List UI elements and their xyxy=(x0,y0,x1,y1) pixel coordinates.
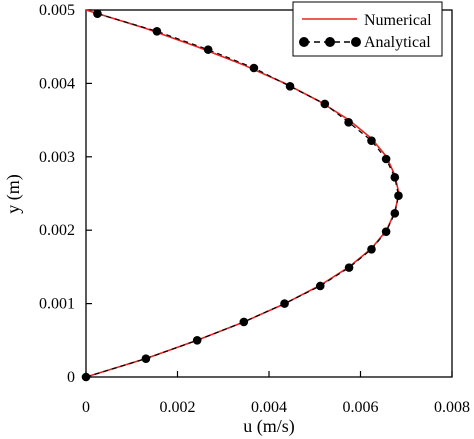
x-tick-label: 0.002 xyxy=(160,399,196,416)
y-axis-ticks xyxy=(86,9,92,378)
y-tick-label: 0.002 xyxy=(39,222,75,239)
analytical-data-point xyxy=(344,263,354,272)
legend-analytical-marker xyxy=(351,37,361,47)
analytical-data-point xyxy=(239,317,249,327)
x-axis-ticks xyxy=(85,371,453,377)
analytical-data-point xyxy=(203,45,213,54)
legend-box xyxy=(292,1,443,57)
y-tick-label: 0.004 xyxy=(39,75,75,92)
x-tick-label: 0.008 xyxy=(434,399,470,416)
x-axis-title: u (m/s) xyxy=(243,416,295,437)
analytical-data-point xyxy=(390,209,400,218)
y-tick-label: 0 xyxy=(67,369,75,386)
x-tick-label: 0.006 xyxy=(343,399,379,416)
x-axis-tick-labels: 0 0.002 0.004 0.006 0.008 xyxy=(82,399,470,416)
y-axis-tick-labels: 0 0.001 0.002 0.003 0.004 0.005 xyxy=(39,2,75,386)
analytical-data-point xyxy=(249,63,259,73)
analytical-data-point xyxy=(93,9,102,18)
y-axis-title: y (m) xyxy=(3,174,24,214)
series-line-analytical xyxy=(85,13,400,378)
x-tick-label: 0.004 xyxy=(251,399,287,416)
x-tick-label: 0 xyxy=(82,399,90,416)
legend-numerical-label: Numerical xyxy=(364,12,432,29)
analytical-data-point xyxy=(381,227,391,236)
analytical-data-point xyxy=(320,99,330,109)
series-layer xyxy=(81,9,403,382)
legend-analytical-marker xyxy=(325,37,335,47)
analytical-data-point xyxy=(315,281,325,291)
legend-analytical-label: Analytical xyxy=(364,34,431,51)
analytical-data-point xyxy=(81,372,91,382)
analytical-data-point xyxy=(390,173,400,182)
y-tick-label: 0.001 xyxy=(39,296,75,313)
analytical-data-point xyxy=(152,26,162,36)
analytical-data-point xyxy=(280,299,289,308)
y-tick-label: 0.003 xyxy=(39,149,75,166)
analytical-data-point xyxy=(367,136,376,145)
analytical-data-point xyxy=(394,191,403,200)
legend: Numerical Analytical xyxy=(292,1,443,57)
analytical-data-point xyxy=(141,354,151,363)
analytical-data-point xyxy=(367,244,376,254)
y-tick-label: 0.005 xyxy=(39,2,75,19)
legend-analytical-marker xyxy=(299,37,309,47)
analytical-data-point xyxy=(381,154,391,164)
analytical-data-point xyxy=(192,336,202,345)
analytical-data-point xyxy=(344,118,353,127)
analytical-data-point xyxy=(285,82,295,91)
